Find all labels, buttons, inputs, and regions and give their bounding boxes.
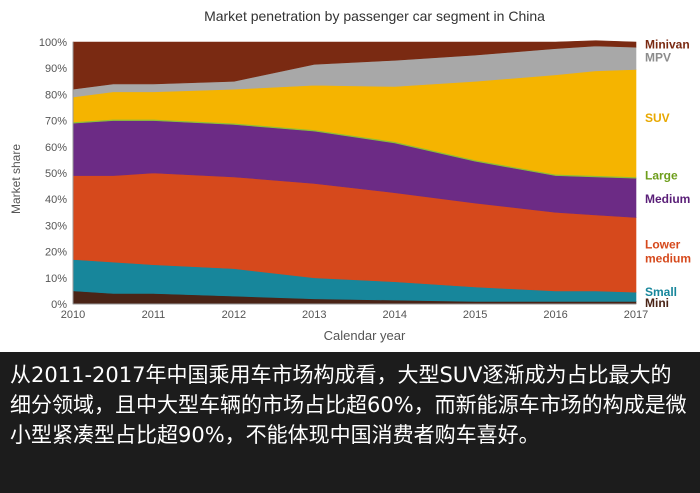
y-tick-label: 70% bbox=[45, 116, 67, 128]
legend-label-line: Lower bbox=[645, 238, 681, 252]
y-tick-label: 60% bbox=[45, 142, 67, 154]
x-tick-label: 2010 bbox=[61, 309, 85, 321]
y-tick-label: 20% bbox=[45, 247, 67, 259]
legend-label-line: medium bbox=[645, 252, 691, 266]
y-tick-label: 50% bbox=[45, 168, 67, 180]
x-tick-label: 2015 bbox=[463, 309, 487, 321]
legend-label-line: MPV bbox=[645, 51, 671, 65]
y-tick-label: 100% bbox=[39, 37, 67, 49]
chart-area: Market penetration by passenger car segm… bbox=[9, 8, 692, 343]
x-tick-label: 2014 bbox=[382, 309, 406, 321]
legend-label-small: Small bbox=[645, 285, 677, 299]
legend-label-mpv: MPV bbox=[645, 51, 671, 65]
x-tick-label: 2017 bbox=[624, 309, 648, 321]
legend-label-lower-medium: Lower medium bbox=[645, 238, 691, 266]
y-tick-label: 40% bbox=[45, 194, 67, 206]
x-tick-label: 2013 bbox=[302, 309, 326, 321]
legend-label-line: Small bbox=[645, 285, 677, 299]
y-tick-label: 10% bbox=[45, 273, 67, 285]
caption-text: 从2011-2017年中国乘用车市场构成看，大型SUV逐渐成为占比最大的细分领域… bbox=[10, 363, 687, 447]
y-tick-label: 0% bbox=[51, 299, 67, 311]
x-tick-label: 2012 bbox=[222, 309, 246, 321]
legend-label-medium: Medium bbox=[645, 192, 690, 206]
legend-label-line: Mini bbox=[645, 296, 669, 310]
legend-label-line: SUV bbox=[645, 111, 670, 125]
stacked-area-chart: Market penetration by passenger car segm… bbox=[9, 8, 691, 343]
x-tick-label: 2016 bbox=[543, 309, 567, 321]
legend-label-large: Large bbox=[645, 169, 678, 183]
legend-label-suv: SUV bbox=[645, 111, 670, 125]
chart-title: Market penetration by passenger car segm… bbox=[204, 8, 545, 24]
y-tick-label: 30% bbox=[45, 220, 67, 232]
legend-label-line: Medium bbox=[645, 192, 690, 206]
series-area-minivan bbox=[72, 40, 637, 90]
legend-label-mini: Mini bbox=[645, 296, 669, 310]
legend-label-line: Minivan bbox=[645, 38, 690, 52]
y-axis-label: Market share bbox=[9, 144, 23, 214]
x-axis-label: Calendar year bbox=[324, 328, 406, 343]
y-tick-label: 80% bbox=[45, 89, 67, 101]
legend-label-line: Large bbox=[645, 169, 678, 183]
x-tick-label: 2011 bbox=[142, 309, 166, 321]
y-tick-label: 90% bbox=[45, 63, 67, 75]
caption-panel: 从2011-2017年中国乘用车市场构成看，大型SUV逐渐成为占比最大的细分领域… bbox=[0, 352, 700, 493]
legend-label-minivan: Minivan bbox=[645, 38, 690, 52]
